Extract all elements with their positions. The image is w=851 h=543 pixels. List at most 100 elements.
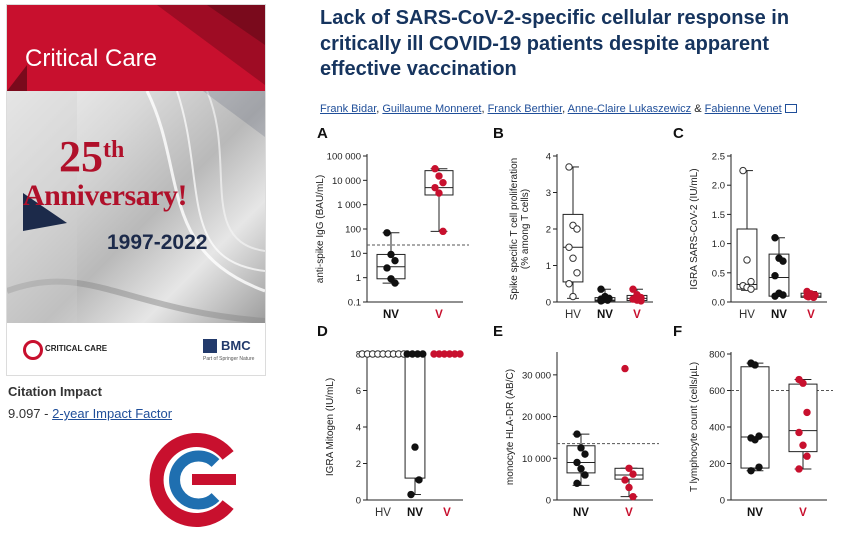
y-tick-label: 2	[356, 459, 361, 470]
data-point	[803, 408, 811, 417]
data-point	[581, 471, 589, 479]
impact-factor-link[interactable]: 2-year Impact Factor	[52, 406, 173, 421]
email-envelope-icon[interactable]	[784, 103, 797, 113]
y-axis-label: Spike specific T cell proliferation	[509, 158, 520, 300]
y-tick-label: 600	[709, 386, 725, 397]
author-link[interactable]: Guillaume Monneret	[382, 103, 482, 115]
data-point	[779, 291, 787, 299]
cover-title: Critical Care	[25, 45, 158, 72]
data-point	[625, 464, 633, 472]
data-point	[431, 165, 439, 173]
impact-factor-value: 9.097	[8, 406, 41, 421]
data-point	[751, 436, 759, 444]
x-category-label: NV	[747, 507, 763, 519]
data-point	[573, 458, 581, 467]
author-link[interactable]: Anne-Claire Lukaszewicz	[567, 103, 692, 115]
y-tick-label: 1	[546, 261, 551, 272]
data-point	[597, 285, 605, 293]
y-tick-label: 0	[356, 496, 361, 507]
data-point	[771, 272, 779, 280]
x-category-label: V	[435, 309, 443, 321]
data-point	[415, 476, 423, 484]
data-point	[569, 292, 577, 301]
y-tick-label: 8	[356, 350, 361, 361]
y-tick-label: 20 000	[522, 412, 551, 423]
x-category-label: NV	[597, 309, 613, 321]
author-link[interactable]: Fabienne Venet	[704, 103, 782, 115]
x-category-label: HV	[565, 309, 581, 321]
x-category-label: HV	[739, 309, 755, 321]
y-axis-label: IGRA SARS-CoV-2 (IU/mL)	[689, 168, 700, 289]
data-point	[809, 293, 818, 302]
x-category-label: V	[807, 309, 815, 321]
author-link[interactable]: Franck Berthier	[487, 103, 563, 115]
author-list: Frank Bidar, Guillaume Monneret, Franck …	[320, 103, 797, 115]
panel-letter-C: C	[673, 125, 684, 142]
data-point	[771, 234, 779, 242]
data-point	[629, 285, 637, 293]
cover-years: 1997-2022	[107, 231, 208, 254]
y-tick-label: 1 000	[337, 200, 361, 211]
y-axis-label: T lymphocyte count (cells/µL)	[689, 362, 700, 492]
data-point	[387, 250, 395, 259]
cover-25th: 25th	[59, 132, 125, 181]
y-tick-label: 100 000	[327, 152, 361, 163]
y-tick-label: 0	[720, 496, 725, 507]
journal-cover[interactable]: Critical Care 25th Anniversary! 1997-202…	[6, 4, 266, 376]
panel-letter-D: D	[317, 323, 328, 340]
data-point	[747, 467, 755, 475]
data-point	[419, 350, 427, 358]
critical-care-logo	[142, 424, 258, 536]
box-iqr	[740, 366, 770, 469]
data-point	[435, 172, 443, 180]
y-tick-label: 6	[356, 386, 361, 397]
data-point	[565, 163, 573, 171]
y-tick-label: 4	[546, 152, 551, 163]
data-point	[383, 229, 391, 237]
data-point	[391, 256, 399, 265]
data-point	[573, 430, 581, 438]
data-point	[565, 243, 573, 251]
data-point	[435, 189, 443, 197]
data-point	[747, 277, 755, 286]
cover-triangles	[7, 5, 265, 91]
y-tick-label: 2.0	[712, 181, 725, 192]
data-point	[625, 483, 633, 492]
y-tick-label: 1.5	[712, 210, 725, 221]
bmc-label: BMC	[221, 338, 251, 353]
data-point	[743, 256, 751, 264]
data-point	[747, 285, 755, 293]
data-point	[439, 227, 447, 236]
y-tick-label: 100	[345, 225, 361, 236]
author-link[interactable]: Frank Bidar	[320, 103, 377, 115]
panel-letter-F: F	[673, 323, 682, 340]
x-category-label: V	[443, 507, 451, 519]
box-iqr	[404, 353, 426, 479]
data-point	[621, 364, 629, 373]
data-point	[779, 257, 787, 265]
y-tick-label: 800	[709, 350, 725, 361]
data-point	[751, 361, 759, 369]
data-point	[629, 492, 637, 501]
x-category-label: NV	[573, 507, 589, 519]
impact-factor-separator: -	[40, 406, 53, 421]
data-point	[755, 463, 763, 471]
y-tick-label: 10 000	[522, 454, 551, 465]
cover-photo	[7, 90, 265, 324]
article-title: Lack of SARS-CoV-2-specific cellular res…	[320, 7, 790, 81]
x-category-label: NV	[383, 309, 399, 321]
y-tick-label: 10	[350, 249, 361, 260]
y-tick-label: 1	[356, 273, 361, 284]
data-point	[597, 297, 605, 305]
y-tick-label: 3	[546, 188, 551, 199]
y-axis-label: monocyte HLA-DR (AB/C)	[505, 369, 516, 485]
critical-care-logo-icon	[23, 340, 43, 360]
data-point	[795, 428, 803, 437]
data-point	[629, 470, 637, 478]
data-point	[771, 292, 779, 300]
x-category-label: V	[625, 507, 633, 519]
data-point	[569, 254, 577, 262]
data-point	[621, 476, 629, 484]
panel-letter-A: A	[317, 125, 328, 142]
citation-impact-heading: Citation Impact	[8, 384, 102, 399]
